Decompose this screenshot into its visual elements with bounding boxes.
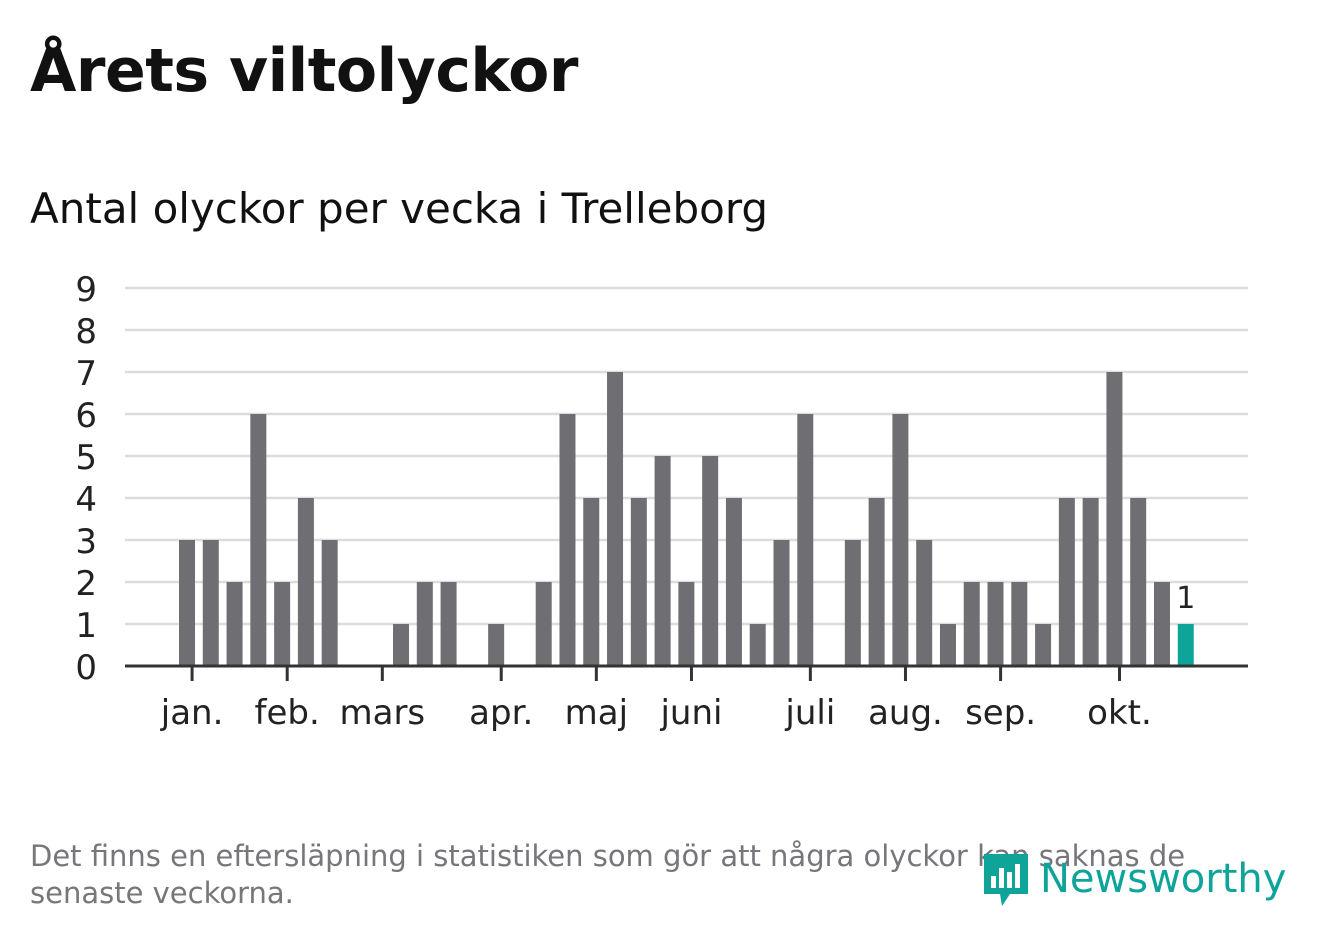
x-tick-label: feb. <box>255 693 320 733</box>
bar <box>179 540 195 666</box>
y-tick-label: 2 <box>75 564 97 604</box>
bar <box>416 582 433 666</box>
y-tick-label: 8 <box>75 312 97 352</box>
y-tick-label: 6 <box>75 396 97 436</box>
y-tick-label: 7 <box>75 354 97 394</box>
x-tick-label: okt. <box>1087 693 1152 733</box>
bar <box>440 582 457 666</box>
x-tick-label: apr. <box>469 693 533 733</box>
bar <box>535 582 552 666</box>
bar <box>321 540 338 666</box>
y-tick-label: 3 <box>75 522 97 562</box>
bar <box>797 414 814 666</box>
x-tick-label: sep. <box>965 693 1036 733</box>
logo-text: Newsworthy <box>1040 856 1287 902</box>
bar <box>702 456 719 666</box>
x-tick-label: maj <box>565 693 628 733</box>
bar <box>987 582 1004 666</box>
bar-highlight <box>1177 624 1194 666</box>
y-tick-label: 1 <box>75 606 97 646</box>
bar <box>844 540 861 666</box>
bar <box>1153 582 1170 666</box>
bar <box>868 498 885 666</box>
bar <box>654 456 671 666</box>
y-tick-label: 0 <box>75 648 97 688</box>
bar <box>1058 498 1075 666</box>
bar <box>773 540 790 666</box>
bar <box>1106 372 1123 666</box>
bar <box>678 582 695 666</box>
bar <box>916 540 933 666</box>
bar <box>607 372 624 666</box>
bar <box>892 414 909 666</box>
bar <box>630 498 647 666</box>
chart-subtitle: Antal olyckor per vecka i Trelleborg <box>30 184 769 233</box>
bar <box>559 414 576 666</box>
bar <box>963 582 980 666</box>
x-axis-tick-labels: jan. feb. mars apr. maj juni juli aug. sep. okt. <box>160 693 1152 733</box>
bar <box>583 498 600 666</box>
x-tick-label: juli <box>784 693 835 733</box>
data-labels: 1 <box>1176 581 1195 616</box>
y-tick-label: 5 <box>75 438 97 478</box>
bar <box>939 624 956 666</box>
bar <box>226 582 243 666</box>
bar <box>1035 624 1052 666</box>
bar <box>1130 498 1147 666</box>
data-label: 1 <box>1176 581 1195 616</box>
newsworthy-logo[interactable]: Newsworthy <box>980 846 1286 912</box>
bar <box>725 498 742 666</box>
page-title: Årets viltolyckor <box>30 36 579 106</box>
x-tick-label: juni <box>659 693 722 733</box>
bar <box>274 582 291 666</box>
y-tick-label: 4 <box>75 480 97 520</box>
bar <box>297 498 314 666</box>
bar <box>749 624 766 666</box>
bar <box>1011 582 1028 666</box>
x-tick-label: aug. <box>868 693 943 733</box>
gridlines <box>125 286 1248 626</box>
newsworthy-chart-bubble-icon <box>984 854 1028 906</box>
bar <box>250 414 267 666</box>
x-tick-label: jan. <box>160 693 224 733</box>
bar <box>393 624 410 666</box>
bar <box>488 624 505 666</box>
x-axis <box>125 664 1248 681</box>
bars <box>179 372 1194 666</box>
bar <box>202 540 219 666</box>
bar <box>1082 498 1099 666</box>
x-tick-label: mars <box>339 693 425 733</box>
y-tick-label: 9 <box>75 270 97 310</box>
